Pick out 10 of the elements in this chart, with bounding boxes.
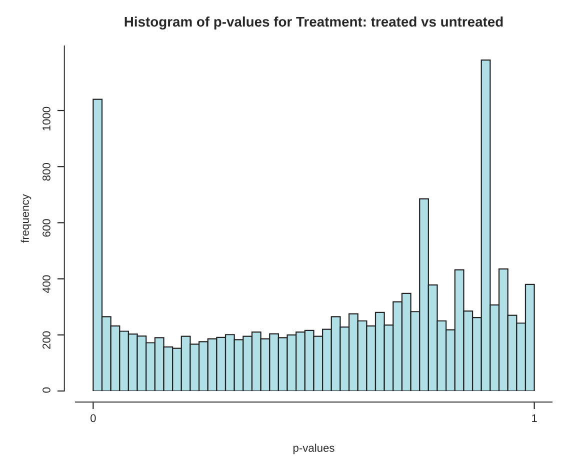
chart-title: Histogram of p-values for Treatment: treated vs untreated: [124, 16, 503, 30]
x-axis-title: p-values: [293, 444, 334, 454]
x-tick-label: 1: [532, 414, 537, 422]
y-tick-label: 400: [42, 275, 50, 294]
y-tick-label: 0: [42, 387, 50, 393]
y-tick-label: 800: [42, 163, 50, 181]
y-tick-label: 600: [42, 219, 50, 237]
y-tick-label: 1000: [42, 106, 50, 130]
y-tick-label: 200: [42, 331, 50, 349]
y-axis-title: frequency: [20, 194, 32, 243]
